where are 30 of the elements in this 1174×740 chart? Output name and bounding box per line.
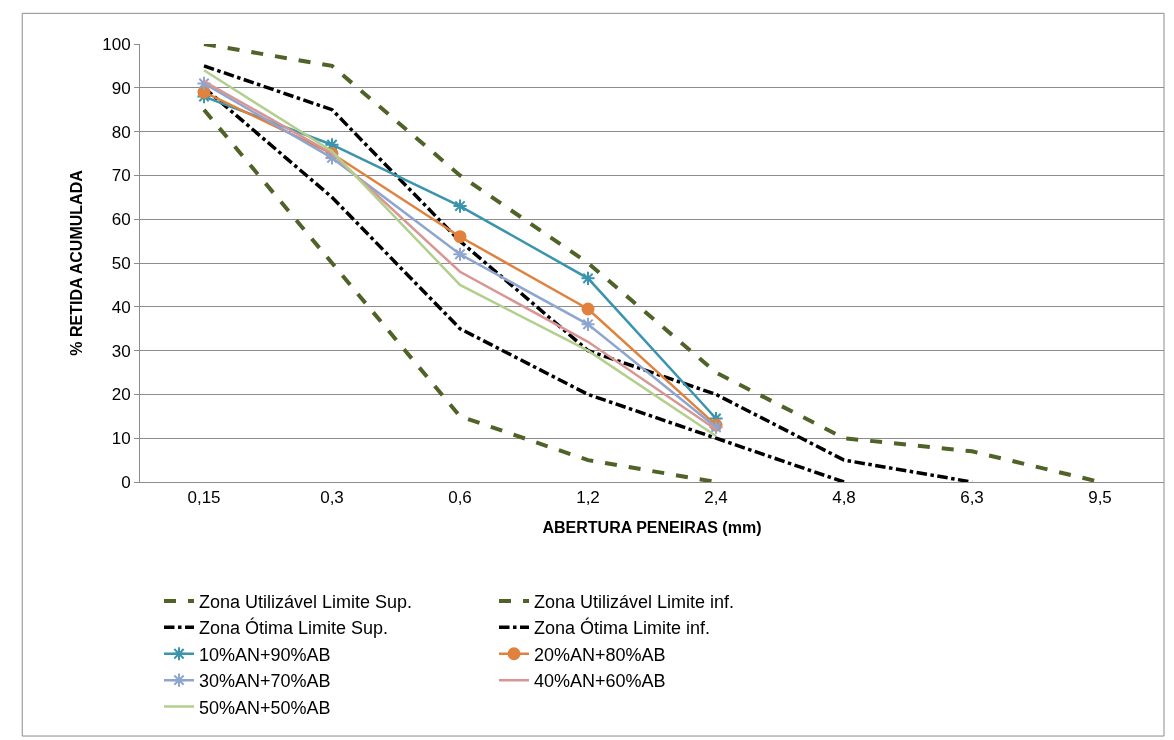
y-tick-label: 10 [111, 429, 131, 449]
legend-label: Zona Ótima Limite inf. [534, 617, 711, 639]
x-tick-label: 0,3 [320, 488, 344, 508]
legend-label: Zona Utilizável Limite inf. [534, 591, 735, 612]
legend-label: 30%AN+70%AB [199, 671, 331, 692]
x-tick-label: 4,8 [832, 488, 856, 508]
y-tick-label: 80 [111, 122, 131, 142]
y-tick-label: 50 [111, 253, 131, 273]
x-tick-label: 1,2 [576, 488, 600, 508]
x-tick-label: 2,4 [704, 488, 728, 508]
y-tick-label: 0 [121, 472, 131, 492]
y-tick-label: 60 [111, 210, 131, 230]
x-tick-label: 6,3 [960, 488, 984, 508]
x-axis-title: ABERTURA PENEIRAS (mm) [542, 519, 762, 537]
legend-label: 10%AN+90%AB [199, 644, 331, 665]
y-tick-label: 40 [111, 297, 131, 317]
legend-label: 20%AN+80%AB [534, 644, 666, 665]
y-tick-label: 90 [111, 78, 131, 98]
x-tick-label: 0,15 [187, 488, 221, 508]
x-tick-label: 0,6 [448, 488, 472, 508]
legend-label: 40%AN+60%AB [534, 671, 666, 692]
y-tick-label: 70 [111, 166, 131, 186]
y-axis-title: % RETIDA ACUMULADA [68, 169, 86, 356]
x-tick-label: 9,5 [1088, 488, 1112, 508]
y-tick-label: 20 [111, 385, 131, 405]
y-tick-label: 30 [111, 341, 131, 361]
y-tick-label: 100 [102, 34, 131, 54]
legend-label: 50%AN+50%AB [199, 697, 331, 718]
legend-label: Zona Utilizável Limite Sup. [199, 591, 413, 612]
legend-label: Zona Ótima Limite Sup. [199, 617, 389, 639]
